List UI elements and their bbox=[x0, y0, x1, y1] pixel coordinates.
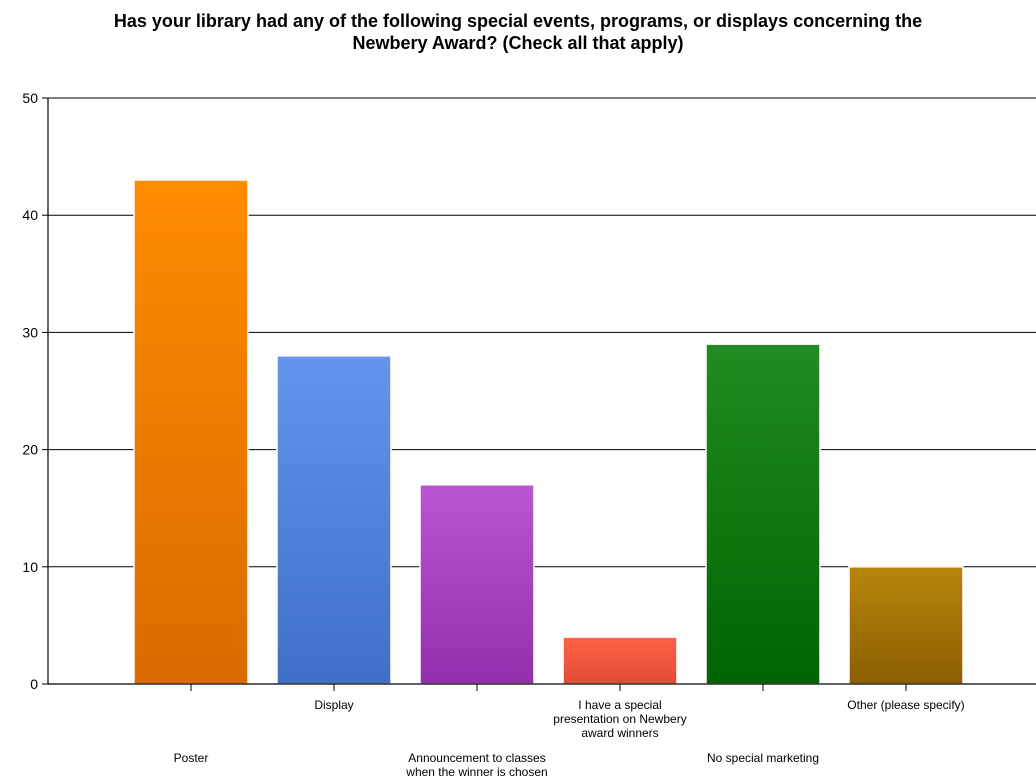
chart-title-line-1: Has your library had any of the followin… bbox=[113, 11, 923, 31]
y-tick-label: 30 bbox=[22, 324, 38, 340]
axes bbox=[42, 97, 1036, 691]
chart-title-line-2: Newbery Award? (Check all that apply) bbox=[352, 33, 684, 53]
y-tick-label: 10 bbox=[22, 559, 38, 575]
x-category-label: Other (please specify) bbox=[847, 698, 964, 712]
bar bbox=[419, 484, 535, 685]
chart-title: Has your library had any of the followin… bbox=[0, 10, 1036, 54]
labels: 0 10 20 30 40 50 Poster Display Announcement to … bbox=[22, 90, 964, 779]
bar bbox=[848, 566, 964, 685]
bar bbox=[562, 636, 678, 685]
y-tick-label: 40 bbox=[22, 207, 38, 223]
y-tick-label: 50 bbox=[22, 90, 38, 106]
x-category-label: Display bbox=[314, 698, 353, 712]
x-category-label: No special marketing bbox=[707, 751, 819, 765]
bar bbox=[705, 343, 821, 685]
x-category-label: Announcement to classes when the winner i… bbox=[405, 751, 547, 779]
x-category-label: Poster bbox=[174, 751, 209, 765]
bars bbox=[133, 179, 964, 685]
y-tick-label: 20 bbox=[22, 442, 38, 458]
bar bbox=[276, 355, 392, 685]
y-tick-label: 0 bbox=[30, 676, 38, 692]
x-category-label: I have a special presentation on Newbery a… bbox=[553, 698, 686, 740]
bar bbox=[133, 179, 249, 685]
